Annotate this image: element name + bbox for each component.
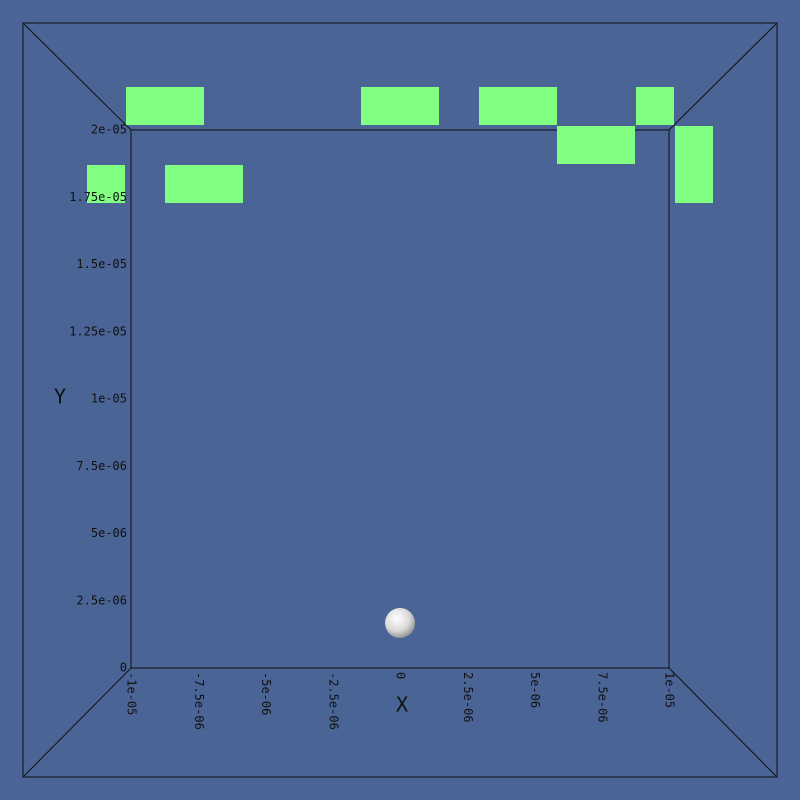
brick	[675, 126, 713, 203]
x-tick-label: 7.5e-06	[595, 672, 609, 723]
edge	[668, 22, 778, 131]
x-tick-label: -1e-05	[125, 672, 139, 715]
inner-frame	[130, 129, 670, 669]
y-tick-label: 1e-05	[91, 392, 127, 406]
x-tick-label: 0	[394, 672, 408, 679]
brick	[361, 87, 439, 125]
y-tick-label: 1.75e-05	[69, 190, 127, 204]
y-tick-label: 7.5e-06	[76, 459, 127, 473]
y-tick-label: 2.5e-06	[76, 593, 127, 607]
brick	[126, 87, 204, 125]
x-tick-label: -7.5e-06	[192, 672, 206, 730]
x-tick-label: 2.5e-06	[461, 672, 475, 723]
edge	[668, 667, 778, 778]
outer-frame	[22, 22, 778, 778]
y-axis-label: Y	[54, 385, 66, 409]
edge	[22, 22, 132, 131]
ball	[385, 608, 415, 638]
brick	[557, 126, 635, 164]
x-tick-label: -5e-06	[259, 672, 273, 715]
y-tick-label: 5e-06	[91, 526, 127, 540]
brick	[479, 87, 557, 125]
bricks	[87, 87, 713, 203]
x-tick-label: 1e-05	[663, 672, 677, 708]
y-tick-label: 0	[120, 661, 127, 675]
box-frame	[22, 22, 778, 778]
x-tick-label: 5e-06	[528, 672, 542, 708]
brick	[165, 165, 243, 203]
y-tick-label: 1.25e-05	[69, 324, 127, 338]
brick	[636, 87, 674, 125]
brick	[87, 165, 125, 203]
y-tick-label: 1.5e-05	[76, 257, 127, 271]
x-tick-label: -2.5e-06	[326, 672, 340, 730]
y-tick-label: 2e-05	[91, 123, 127, 137]
edge	[22, 667, 132, 778]
x-axis-label: X	[396, 693, 408, 717]
